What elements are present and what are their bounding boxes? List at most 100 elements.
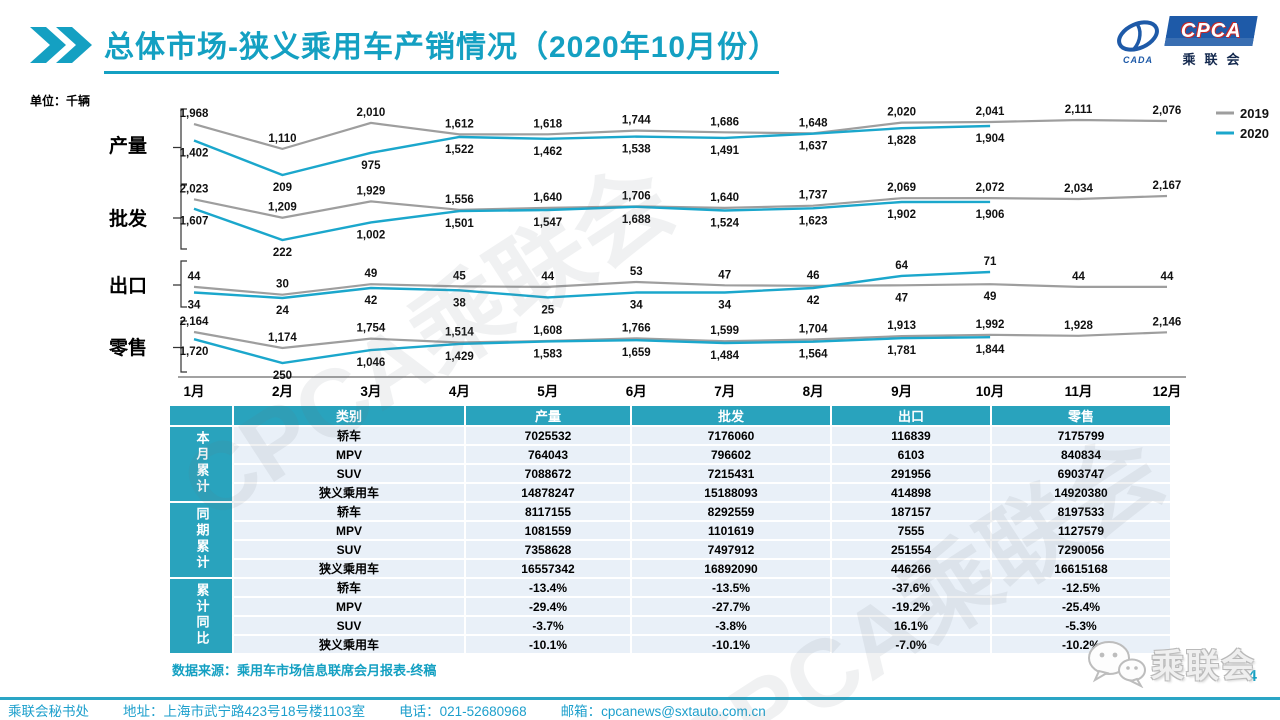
cpca-logo-text: CPCA — [1180, 19, 1242, 42]
value-label: 1,402 — [180, 148, 209, 160]
value-label: 1,556 — [445, 194, 474, 206]
value-label: 1,209 — [268, 202, 297, 214]
value-label: 42 — [807, 295, 820, 307]
cpca-logo-box: CPCA — [1164, 16, 1258, 46]
value-label: 1,766 — [622, 322, 651, 334]
value-label: 222 — [273, 247, 292, 259]
value-label: 2,041 — [976, 106, 1005, 118]
value-label: 1,547 — [533, 217, 562, 229]
value-cell: 7175799 — [992, 427, 1170, 444]
value-cell: -27.7% — [632, 598, 832, 615]
value-label: 1,904 — [976, 133, 1005, 145]
value-cell: -10.1% — [466, 636, 632, 653]
value-cell: 7215431 — [632, 465, 832, 482]
email-label[interactable]: 邮箱：cpcanews@sxtauto.com.cn — [560, 704, 766, 719]
wechat-account-logo: 乘联会 — [1085, 638, 1256, 688]
production-sales-line-chart: 1月 2月 3月 4月 5月 6月 7月 8月 9月 10月 11月 12月 2019 2020 产量 1,9… — [108, 104, 1269, 399]
value-cell: 14920380 — [992, 484, 1170, 501]
table-header-row: 类别 产量 批发 出口 零售 — [170, 406, 1170, 425]
value-cell: 7358628 — [466, 541, 632, 558]
value-label: 250 — [273, 370, 292, 382]
value-label: 1,618 — [533, 118, 562, 130]
value-cell: -37.6% — [832, 579, 992, 596]
data-source-note: 数据来源：乘用车市场信息联席会月报表-终稿 — [172, 663, 437, 678]
value-cell: -7.0% — [832, 636, 992, 653]
chevron-right-icon — [30, 27, 92, 63]
value-cell: 6103 — [832, 446, 992, 463]
value-label: 1,564 — [799, 349, 828, 361]
value-label: 1,501 — [445, 218, 474, 230]
value-label: 44 — [1072, 271, 1085, 283]
row-label: 产量 — [109, 134, 147, 157]
value-label: 1,737 — [799, 190, 828, 202]
value-cell: 8292559 — [632, 503, 832, 520]
table-header-cell: 出口 — [832, 406, 992, 425]
category-cell: 狭义乘用车 — [234, 484, 466, 501]
value-label: 2,111 — [1065, 104, 1093, 116]
table-row: MPV 764043 796602 6103 840834 — [170, 446, 1170, 463]
row-axis-bracket — [173, 320, 187, 373]
value-cell: -13.4% — [466, 579, 632, 596]
value-cell: 414898 — [832, 484, 992, 501]
value-label: 1,538 — [622, 144, 651, 156]
x-axis-label: 2月 — [272, 384, 293, 399]
value-label: 1,637 — [799, 141, 828, 153]
table-header-cell — [170, 406, 234, 425]
value-cell: 7025532 — [466, 427, 632, 444]
value-label: 1,623 — [799, 215, 828, 227]
value-cell: -3.8% — [632, 617, 832, 634]
cada-logo-icon: CADA — [1114, 19, 1162, 65]
value-label: 1,781 — [887, 345, 916, 357]
value-label: 44 — [1161, 271, 1174, 283]
row-label: 零售 — [108, 336, 147, 359]
summary-table-wrap: 类别 产量 批发 出口 零售本月累计 轿车 7025532 7176060 116839 7175… — [170, 404, 1170, 655]
wechat-account-name: 乘联会 — [1151, 647, 1256, 684]
x-axis-label: 3月 — [360, 384, 381, 399]
value-label: 2,069 — [887, 182, 916, 194]
value-label: 45 — [453, 270, 466, 282]
value-cell: 16557342 — [466, 560, 632, 577]
line-2020 — [193, 336, 991, 365]
table-row: MPV -29.4% -27.7% -19.2% -25.4% — [170, 598, 1170, 615]
value-cell: 251554 — [832, 541, 992, 558]
value-label: 975 — [361, 160, 381, 172]
x-axis-label: 4月 — [449, 384, 470, 399]
table-row: 本月累计 轿车 7025532 7176060 116839 7175799 — [170, 427, 1170, 501]
category-cell: 轿车 — [234, 427, 466, 444]
table-row: 累计同比 轿车 -13.4% -13.5% -37.6% -12.5% — [170, 579, 1170, 653]
wechat-icon — [1088, 641, 1146, 688]
category-cell: SUV — [234, 617, 466, 634]
value-label: 64 — [895, 260, 908, 272]
value-label: 1,992 — [976, 319, 1005, 331]
value-label: 1,640 — [710, 192, 739, 204]
value-label: 2,072 — [976, 182, 1005, 194]
table-row: 同期累计 轿车 8117155 8292559 187157 8197533 — [170, 503, 1170, 577]
table-row: MPV 1081559 1101619 7555 1127579 — [170, 522, 1170, 539]
category-cell: 狭义乘用车 — [234, 636, 466, 653]
value-label: 2,164 — [180, 316, 209, 328]
value-cell: -19.2% — [832, 598, 992, 615]
value-label: 47 — [895, 292, 908, 304]
value-cell: 8197533 — [992, 503, 1170, 520]
value-label: 47 — [718, 269, 731, 281]
value-label: 1,720 — [180, 346, 209, 358]
table-group-label: 同期累计 — [170, 503, 234, 577]
value-label: 30 — [276, 279, 289, 291]
value-label: 209 — [273, 182, 292, 194]
table-row: 狭义乘用车 -10.1% -10.1% -7.0% -10.2% — [170, 636, 1170, 653]
value-label: 44 — [541, 271, 554, 283]
table-row: 狭义乘用车 16557342 16892090 446266 16615168 — [170, 560, 1170, 577]
value-label: 1,928 — [1064, 320, 1093, 332]
value-label: 42 — [365, 295, 378, 307]
value-label: 2,034 — [1064, 183, 1093, 195]
value-label: 1,640 — [533, 192, 562, 204]
value-label: 1,902 — [887, 209, 916, 221]
value-cell: -29.4% — [466, 598, 632, 615]
value-label: 2,076 — [1153, 105, 1182, 117]
value-label: 1,828 — [887, 135, 916, 147]
x-axis-label: 8月 — [803, 384, 824, 399]
value-label: 49 — [984, 291, 997, 303]
value-cell: 16615168 — [992, 560, 1170, 577]
value-label: 34 — [718, 300, 731, 312]
category-cell: SUV — [234, 465, 466, 482]
